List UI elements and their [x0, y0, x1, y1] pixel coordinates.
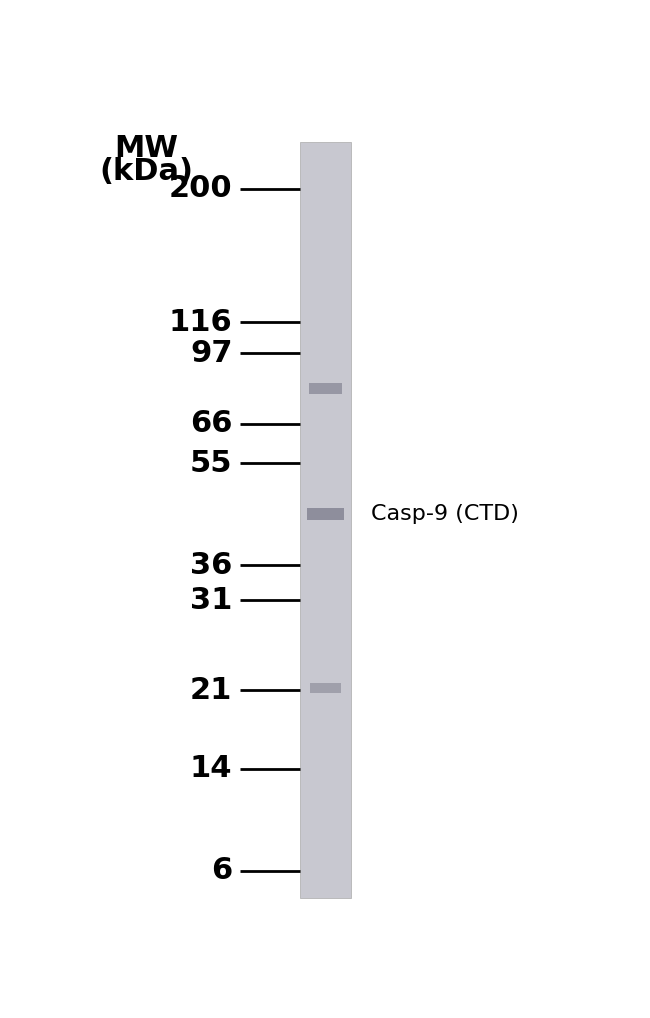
Bar [300, 142, 351, 898]
Text: MW: MW [115, 134, 179, 163]
Text: 36: 36 [190, 551, 233, 579]
Text: 55: 55 [190, 449, 233, 477]
Text: 200: 200 [169, 174, 233, 204]
Bar [309, 383, 342, 394]
Bar [311, 683, 341, 693]
Text: 66: 66 [190, 409, 233, 439]
Text: 31: 31 [190, 585, 233, 615]
Text: 116: 116 [168, 307, 233, 337]
Text: Casp-9 (CTD): Casp-9 (CTD) [371, 504, 519, 524]
Text: 14: 14 [190, 754, 233, 783]
Text: (kDa): (kDa) [99, 158, 194, 186]
Text: 6: 6 [211, 856, 233, 886]
Text: 97: 97 [190, 339, 233, 367]
Bar [307, 508, 344, 520]
Text: 21: 21 [190, 676, 233, 704]
